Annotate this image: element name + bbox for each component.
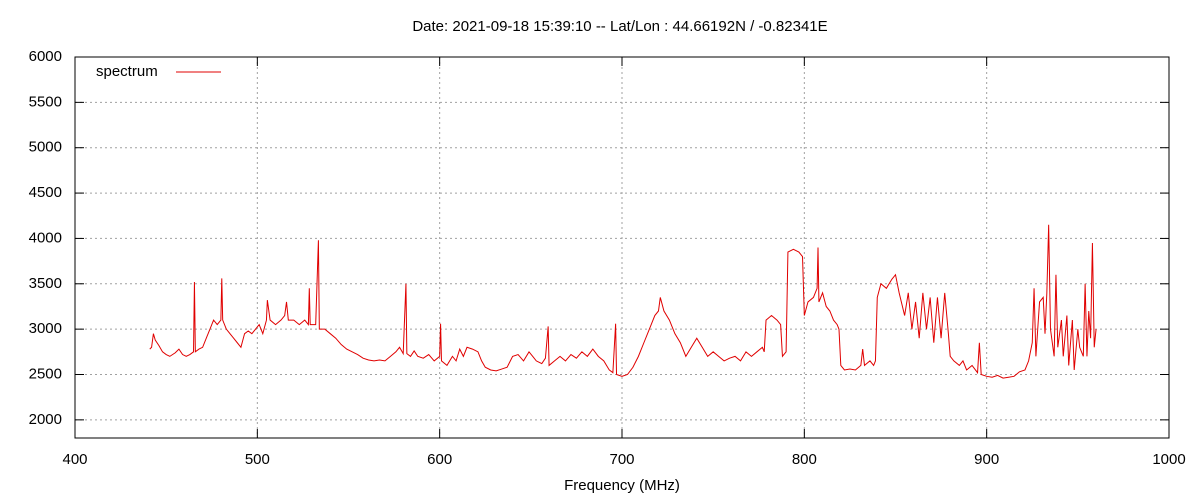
y-tick-label: 4500 [29,184,62,201]
y-tick-label: 6000 [29,48,62,65]
x-axis-label: Frequency (MHz) [564,477,680,494]
y-tick-label: 4000 [29,229,62,246]
y-tick-label: 5500 [29,93,62,110]
x-tick-label: 400 [62,451,87,468]
plot-frame [74,56,1170,439]
x-tick-label: 500 [245,451,270,468]
y-tick-label: 2500 [29,365,62,382]
chart-title: Date: 2021-09-18 15:39:10 -- Lat/Lon : 4… [412,18,827,35]
x-tick-label: 600 [427,451,452,468]
x-tick-label: 800 [792,451,817,468]
y-tick-label: 3500 [29,275,62,292]
x-tick-label: 1000 [1152,451,1185,468]
y-tick-label: 5000 [29,139,62,156]
x-tick-label: 900 [974,451,999,468]
legend-label: spectrum [96,63,158,80]
spectrum-line [149,224,1097,379]
y-tick-label: 3000 [29,320,62,337]
y-tick-label: 2000 [29,411,62,428]
x-tick-label: 700 [609,451,634,468]
